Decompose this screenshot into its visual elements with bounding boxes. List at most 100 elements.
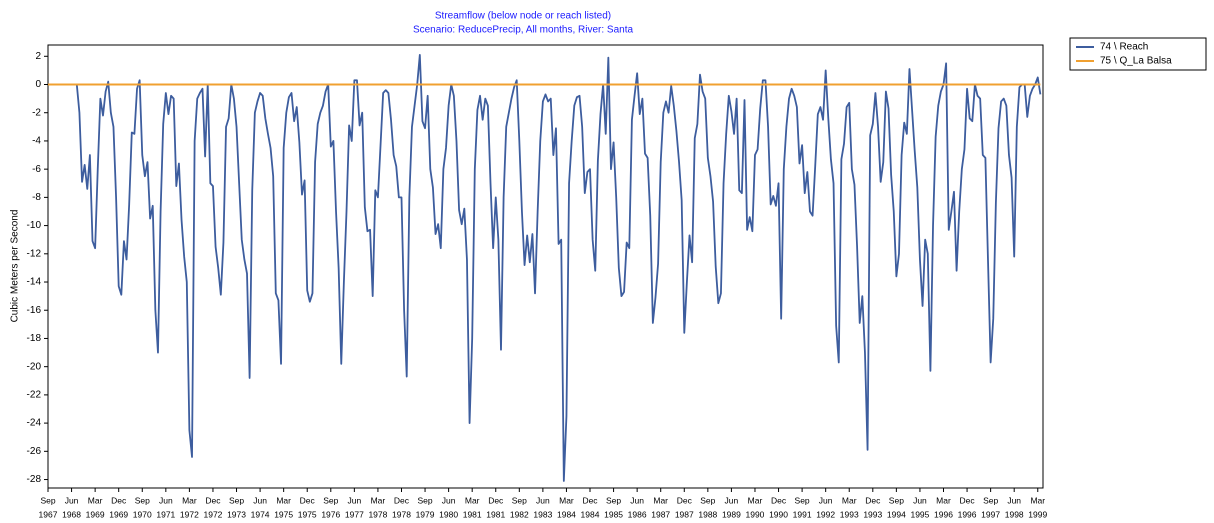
x-tick-label: 1972: [180, 509, 199, 519]
x-tick-label: Sep: [323, 495, 338, 505]
x-tick-label: 1996: [958, 509, 977, 519]
x-tick-label: Dec: [205, 495, 221, 505]
x-tick-label: Sep: [983, 495, 998, 505]
x-tick-label: Mar: [842, 495, 857, 505]
x-tick-label: 1993: [840, 509, 859, 519]
y-tick-label: 0: [35, 79, 41, 90]
x-tick-label: 1969: [86, 509, 105, 519]
y-tick-label: -26: [27, 446, 42, 457]
x-tick-label: Dec: [960, 495, 976, 505]
y-tick-label: -12: [27, 248, 42, 259]
x-tick-label: 1992: [816, 509, 835, 519]
x-tick-label: Jun: [1007, 495, 1021, 505]
x-tick-label: Dec: [677, 495, 693, 505]
legend-label: 74 \ Reach: [1100, 42, 1148, 53]
y-tick-label: -2: [32, 107, 41, 118]
x-tick-label: Dec: [865, 495, 881, 505]
chart-subtitle: Scenario: ReducePrecip, All months, Rive…: [413, 25, 634, 36]
x-tick-label: Sep: [795, 495, 810, 505]
x-tick-label: 1991: [793, 509, 812, 519]
x-tick-label: Mar: [88, 495, 103, 505]
x-tick-label: Jun: [819, 495, 833, 505]
x-tick-label: 1987: [675, 509, 694, 519]
x-tick-label: 1988: [698, 509, 717, 519]
legend-box: [1069, 37, 1207, 71]
x-tick-label: Dec: [582, 495, 598, 505]
x-tick-label: Sep: [700, 495, 715, 505]
x-tick-label: Dec: [488, 495, 504, 505]
x-tick-label: 1975: [298, 509, 317, 519]
x-tick-label: Dec: [111, 495, 127, 505]
x-tick-label: Jun: [630, 495, 644, 505]
y-tick-label: -24: [27, 418, 42, 429]
x-tick-label: 1994: [887, 509, 906, 519]
x-tick-label: 1984: [581, 509, 600, 519]
legend-label: 75 \ Q_La Balsa: [1100, 56, 1172, 67]
x-tick-label: 1976: [321, 509, 340, 519]
x-tick-label: Sep: [229, 495, 244, 505]
y-tick-label: -4: [32, 136, 41, 147]
x-tick-label: 1987: [651, 509, 670, 519]
x-tick-label: Sep: [40, 495, 55, 505]
x-tick-label: Mar: [748, 495, 763, 505]
x-tick-label: Dec: [771, 495, 787, 505]
x-tick-label: Sep: [512, 495, 527, 505]
series-line: [48, 53, 1042, 482]
x-tick-label: 1975: [274, 509, 293, 519]
x-tick-label: Mar: [371, 495, 386, 505]
x-tick-label: Mar: [182, 495, 197, 505]
x-tick-label: Jun: [536, 495, 550, 505]
chart-title: Streamflow (below node or reach listed): [435, 11, 611, 22]
x-tick-label: Dec: [300, 495, 316, 505]
x-tick-label: 1981: [463, 509, 482, 519]
x-tick-label: 1989: [722, 509, 741, 519]
x-tick-label: 1972: [203, 509, 222, 519]
x-tick-label: 1979: [416, 509, 435, 519]
x-tick-label: 1967: [39, 509, 58, 519]
x-tick-label: 1996: [934, 509, 953, 519]
x-tick-label: Jun: [725, 495, 739, 505]
x-tick-label: 1990: [746, 509, 765, 519]
x-tick-label: Mar: [465, 495, 480, 505]
y-tick-label: -20: [27, 361, 42, 372]
x-tick-label: 1977: [345, 509, 364, 519]
x-tick-label: 1970: [133, 509, 152, 519]
x-tick-label: 1971: [156, 509, 175, 519]
x-tick-label: 1990: [769, 509, 788, 519]
x-tick-label: Sep: [889, 495, 904, 505]
x-tick-label: Sep: [606, 495, 621, 505]
x-tick-label: 1998: [1005, 509, 1024, 519]
x-tick-label: 1968: [62, 509, 81, 519]
x-tick-label: Jun: [159, 495, 173, 505]
x-tick-label: Sep: [417, 495, 432, 505]
y-axis-label: Cubic Meters per Second: [10, 210, 21, 323]
y-tick-label: -8: [32, 192, 41, 203]
x-tick-label: 1978: [368, 509, 387, 519]
x-tick-label: Jun: [253, 495, 267, 505]
x-tick-label: 1973: [227, 509, 246, 519]
x-tick-label: 1978: [392, 509, 411, 519]
x-tick-label: 1969: [109, 509, 128, 519]
x-tick-label: Jun: [442, 495, 456, 505]
x-tick-label: Jun: [913, 495, 927, 505]
x-tick-label: Mar: [276, 495, 291, 505]
y-tick-label: -14: [27, 277, 42, 288]
x-tick-label: 1985: [604, 509, 623, 519]
y-tick-label: -22: [27, 390, 42, 401]
x-tick-label: Sep: [135, 495, 150, 505]
x-tick-label: Mar: [653, 495, 668, 505]
x-tick-label: Mar: [559, 495, 574, 505]
x-tick-label: 1995: [910, 509, 929, 519]
x-tick-label: Jun: [65, 495, 79, 505]
y-tick-label: -16: [27, 305, 42, 316]
x-tick-label: 1999: [1028, 509, 1047, 519]
y-tick-label: 2: [35, 51, 41, 62]
y-tick-label: -28: [27, 474, 42, 485]
y-tick-label: -18: [27, 333, 42, 344]
x-tick-label: Jun: [347, 495, 361, 505]
x-tick-label: 1983: [533, 509, 552, 519]
x-tick-label: Mar: [936, 495, 951, 505]
x-tick-label: 1982: [510, 509, 529, 519]
